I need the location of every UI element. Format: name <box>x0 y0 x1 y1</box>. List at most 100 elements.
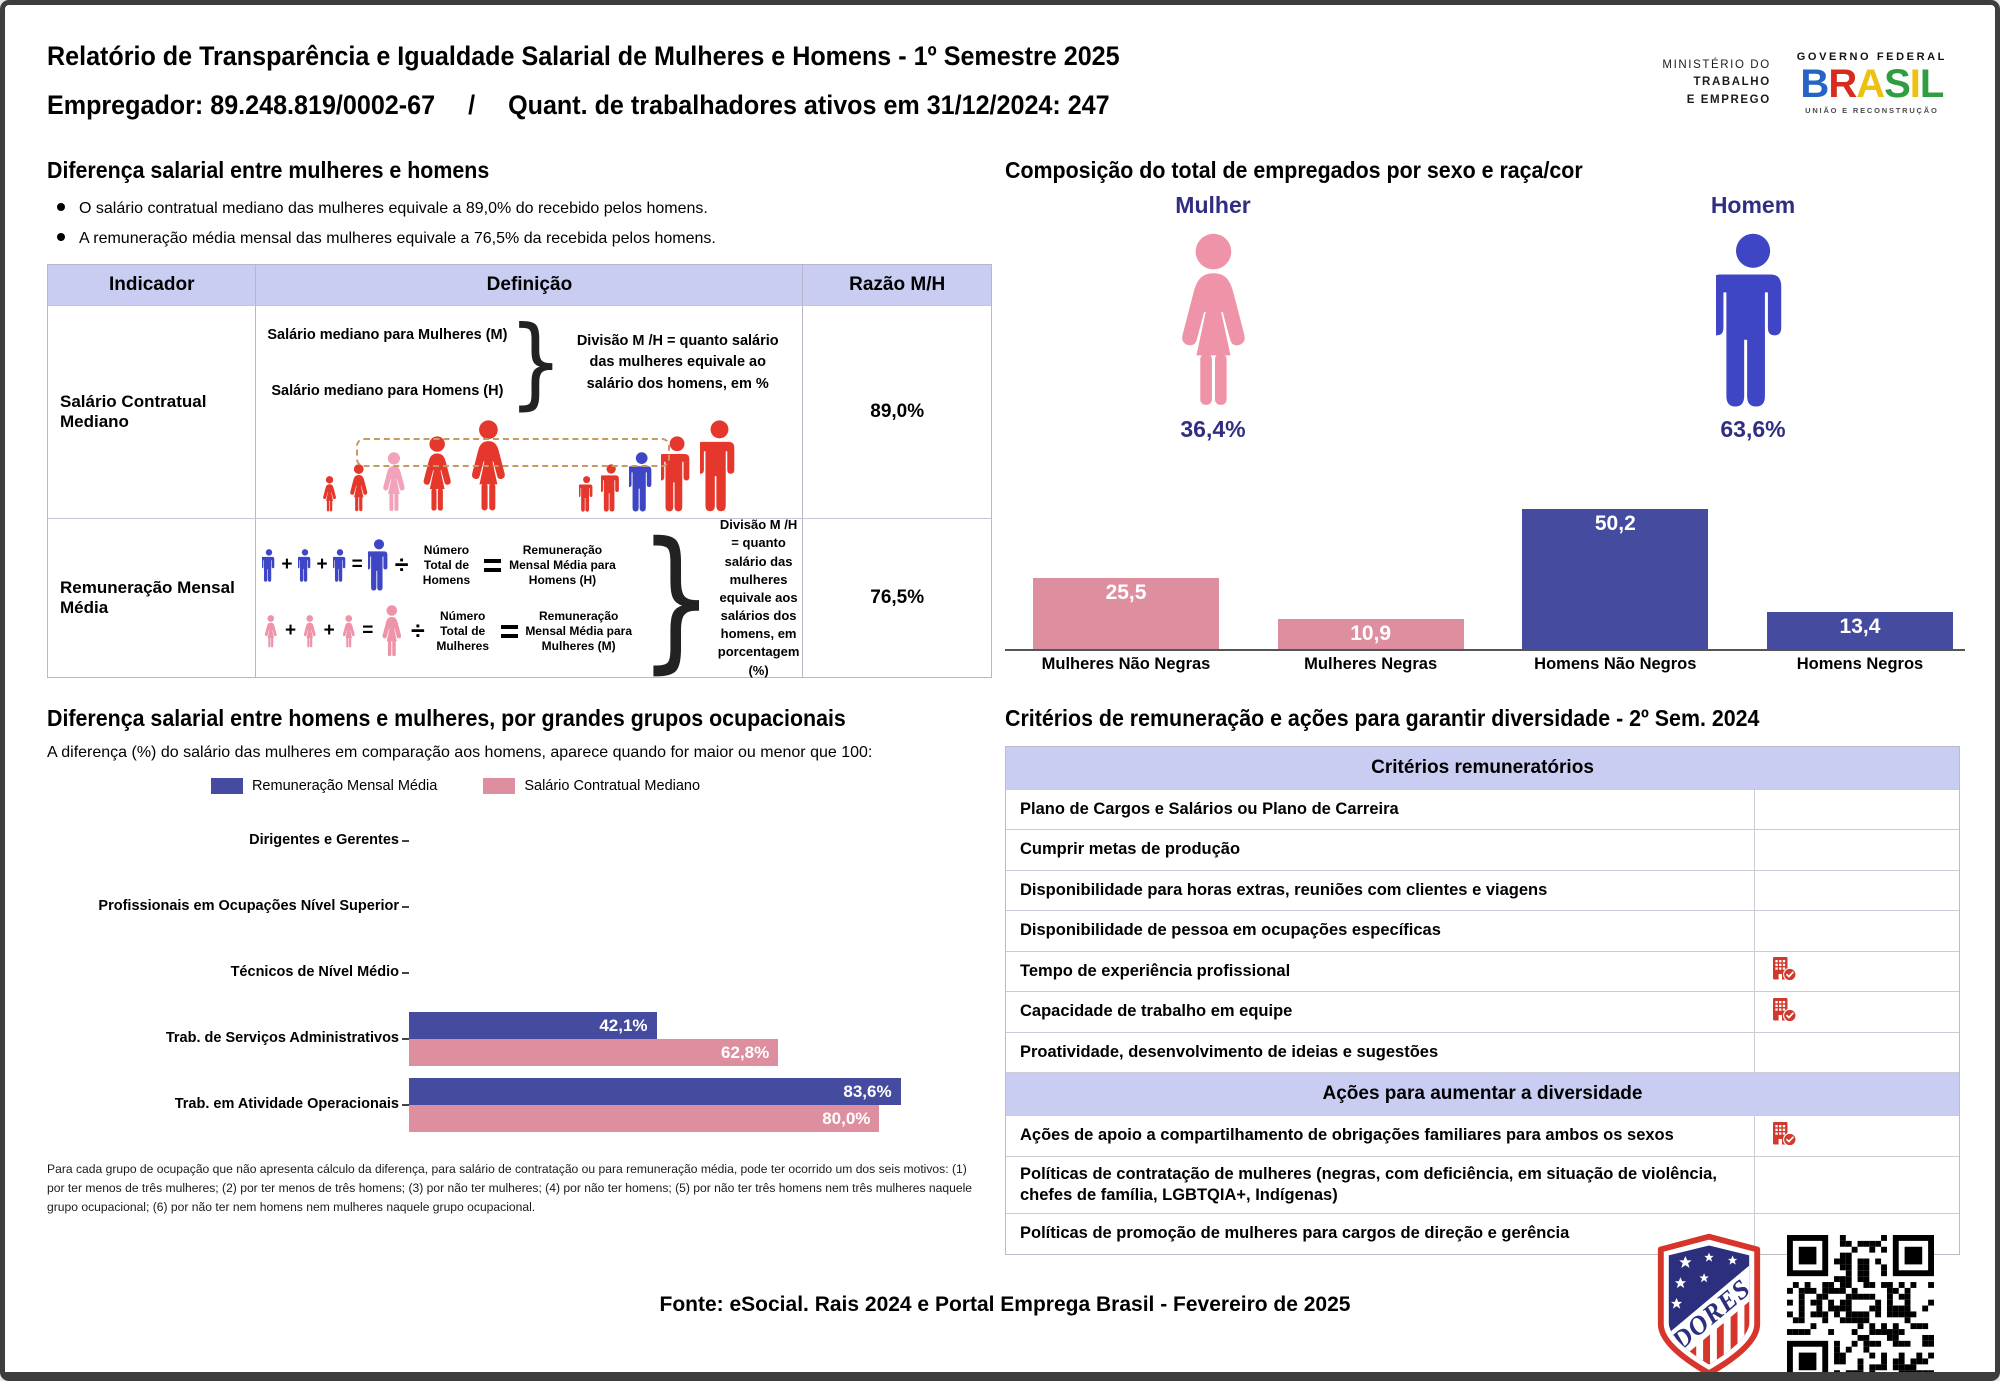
section-salary-gap: Diferença salarial entre mulheres e home… <box>47 157 992 678</box>
table-row: Políticas de contratação de mulheres (ne… <box>1006 1155 1959 1214</box>
brace-glyph: } <box>508 305 564 421</box>
division-note: Divisão M /H = quanto salário das mulher… <box>717 517 800 678</box>
separator: / <box>468 90 476 120</box>
employer-line: Empregador: 89.248.819/0002-67 / Quant. … <box>47 90 1110 121</box>
report-header: Relatório de Transparência e Igualdade S… <box>47 41 1995 121</box>
table-row: Plano de Cargos e Salários ou Plano de C… <box>1006 789 1959 830</box>
bullet-item: A remuneração média mensal das mulheres … <box>57 230 992 248</box>
composition-pictograms: Mulher 36,4% Homem 63,6% <box>1005 184 1965 496</box>
indicator-table-header: Indicador Definição Razão M/H <box>48 265 991 305</box>
brace-glyph: } <box>638 508 714 688</box>
occupational-subtitle: A diferença (%) do salário das mulheres … <box>47 744 873 761</box>
male-label: Homem <box>1710 192 1796 218</box>
composition-title: Composição do total de empregados por se… <box>1005 157 1583 183</box>
female-block: Mulher 36,4% <box>1143 192 1283 443</box>
occupational-bar-chart: Dirigentes e Gerentes Profissionais em O… <box>47 808 997 1138</box>
company-check-icon <box>1770 1120 1797 1147</box>
woman-icon <box>378 605 406 657</box>
gov-top-text: GOVERNO FEDERAL <box>1796 51 1947 63</box>
population-pictogram <box>266 414 792 512</box>
bar-homens-nao-negros: 50,2 <box>1522 509 1709 649</box>
source-line: Fonte: eSocial. Rais 2024 e Portal Empre… <box>659 1293 1351 1316</box>
col-definicao: Definição <box>255 265 802 305</box>
median-women-label: Salário mediano para Mulheres (M) <box>267 327 508 343</box>
company-check-icon <box>1770 955 1797 982</box>
bar-homens-negros: 13,4 <box>1766 612 1953 649</box>
men-formula: + + = ÷ Número Total de Homens Remuneraç… <box>262 539 634 591</box>
indicator-table: Indicador Definição Razão M/H Salário Co… <box>47 264 992 678</box>
bullet-dot <box>57 203 65 211</box>
definition-diagram: Salário mediano para Mulheres (M) Salári… <box>255 306 802 518</box>
composition-category-labels: Mulheres Não Negras Mulheres Negras Home… <box>1041 655 1924 673</box>
table-row: Cumprir metas de produção <box>1006 829 1959 870</box>
bar-admin-salario: 62,8% <box>409 1039 779 1066</box>
criteria-group-header: Ações para aumentar a diversidade <box>1006 1072 1959 1116</box>
man-icon <box>298 549 312 582</box>
man-icon <box>333 549 347 582</box>
ratio-value: 76,5% <box>802 519 991 677</box>
men-total-label: Número Total de Homens <box>422 542 471 587</box>
salary-gap-bullets: O salário contratual mediano das mulhere… <box>57 200 992 248</box>
page-title: Relatório de Transparência e Igualdade S… <box>47 41 1120 71</box>
woman-icon <box>1167 233 1260 408</box>
woman-icon <box>262 615 280 648</box>
women-result-label: Remuneração Mensal Média para Mulheres (… <box>525 608 633 653</box>
man-icon <box>601 464 621 512</box>
composition-bar-chart: 25,5 10,9 50,2 13,4 <box>1005 496 1965 651</box>
chart-row: Profissionais em Ocupações Nível Superio… <box>47 874 997 940</box>
table-row: Tempo de experiência profissional <box>1006 950 1959 992</box>
active-workers: Quant. de trabalhadores ativos em 31/12/… <box>508 90 1110 120</box>
axis-tick <box>402 972 409 974</box>
chart-row: Trab. em Atividade Operacionais 83,6% 80,… <box>47 1072 997 1138</box>
man-icon <box>579 476 594 512</box>
definition-diagram: + + = ÷ Número Total de Homens Remuneraç… <box>255 508 802 688</box>
bar-admin-remuneracao: 42,1% <box>409 1012 657 1039</box>
gov-federal-logo: GOVERNO FEDERAL BRASIL UNIÃO E RECONSTRU… <box>1797 51 1947 115</box>
criteria-group-header: Critérios remuneratórios <box>1006 747 1959 789</box>
ministry-logo: MINISTÉRIO DO TRABALHO E EMPREGO <box>1662 57 1770 109</box>
legend-swatch-pink <box>483 778 516 794</box>
section-criteria: Critérios de remuneração e ações para ga… <box>1005 705 1960 1255</box>
company-check-icon <box>1770 996 1797 1023</box>
badge-stars <box>1670 1252 1738 1309</box>
man-icon <box>262 549 276 582</box>
chart-row: Trab. de Serviços Administrativos 42,1% 6… <box>47 1006 997 1072</box>
male-block: Homem 63,6% <box>1683 192 1823 443</box>
woman-icon <box>320 476 339 512</box>
axis-tick <box>402 906 409 908</box>
criteria-title: Critérios de remuneração e ações para ga… <box>1005 705 1760 731</box>
table-row-remuneracao-media: Remuneração Mensal Média + + = ÷ Núme <box>48 508 991 688</box>
criteria-table: Critérios remuneratórios Plano de Cargos… <box>1005 746 1960 1255</box>
legend-item-remuneracao: Remuneração Mensal Média <box>210 778 437 794</box>
col-razao: Razão M/H <box>802 265 991 305</box>
woman-icon <box>346 464 371 512</box>
gov-bottom-text: UNIÃO E RECONSTRUÇÃO <box>1805 106 1939 115</box>
axis-tick <box>402 840 409 842</box>
indicator-name: Salário Contratual Mediano <box>60 392 207 431</box>
man-icon <box>1716 233 1790 408</box>
ministry-line2: TRABALHO <box>1693 76 1771 89</box>
ratio-value: 89,0% <box>802 306 991 518</box>
table-row: Políticas de promoção de mulheres para c… <box>1006 1213 1959 1254</box>
ministry-line3: E EMPREGO <box>1686 93 1771 106</box>
legend-swatch-blue <box>210 778 243 794</box>
salary-gap-title: Diferença salarial entre mulheres e home… <box>47 157 490 183</box>
median-men-label: Salário mediano para Homens (H) <box>271 383 504 399</box>
equals-icon <box>500 624 518 638</box>
man-icon <box>700 420 739 512</box>
table-row-salario-mediano: Salário Contratual Mediano Salário media… <box>48 305 991 518</box>
table-row: Capacidade de trabalho em equipe <box>1006 991 1959 1032</box>
header-logos: MINISTÉRIO DO TRABALHO E EMPREGO GOVERNO… <box>1662 51 1947 115</box>
female-label: Mulher <box>1175 192 1251 218</box>
chart-legend: Remuneração Mensal Média Salário Contrat… <box>47 778 864 794</box>
dores-badge: DORES <box>1650 1233 1768 1372</box>
table-row: Proatividade, desenvolvimento de ideias … <box>1006 1031 1959 1073</box>
employer-id: Empregador: 89.248.819/0002-67 <box>47 90 436 120</box>
bullet-dot <box>57 233 65 241</box>
section-composition: Composição do total de empregados por se… <box>1005 157 1965 674</box>
chart-row: Técnicos de Nível Médio <box>47 940 997 1006</box>
occupational-title: Diferença salarial entre homens e mulher… <box>47 705 846 731</box>
man-icon <box>368 539 390 591</box>
women-formula: + + = ÷ Número Total de Mulheres Remuner… <box>262 605 634 657</box>
